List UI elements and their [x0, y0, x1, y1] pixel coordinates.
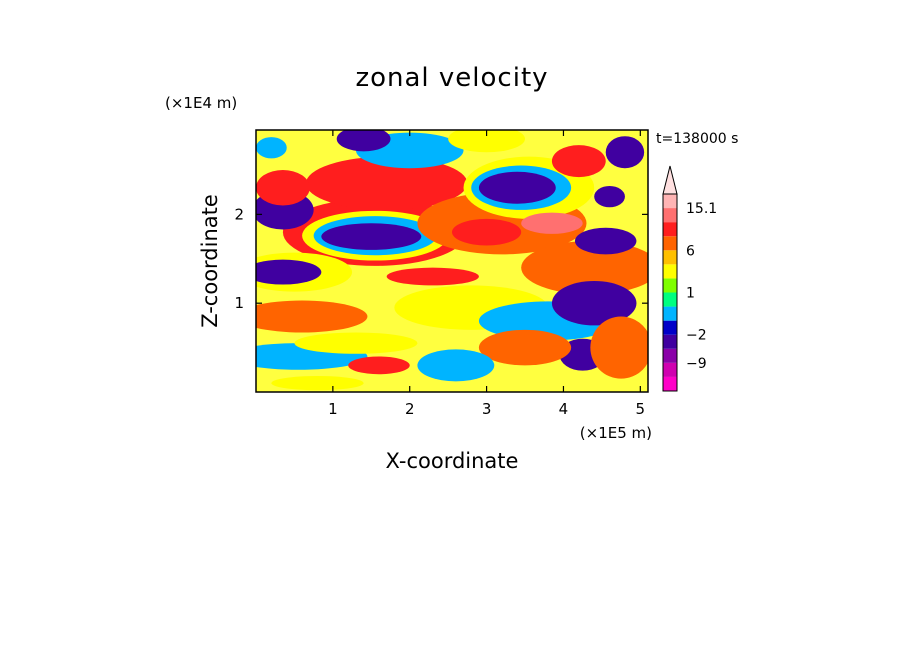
- colorbar-segment: [663, 250, 677, 265]
- contour-region-3: [321, 223, 422, 250]
- chart-title: zonal velocity: [355, 63, 548, 93]
- y-unit-label: (×1E4 m): [165, 94, 237, 112]
- contour-region-17: [478, 171, 556, 204]
- colorbar-segment: [663, 376, 677, 391]
- colorbar-frame: [662, 193, 678, 392]
- contour-region-29: [594, 185, 625, 208]
- x-tick-label: 2: [405, 400, 415, 418]
- colorbar-segment: [663, 306, 677, 321]
- colorbar-segment: [663, 362, 677, 377]
- contour-region-36: [417, 349, 495, 382]
- colorbar: 15.1 6 1 −2 −9: [662, 165, 717, 392]
- contour-region-4: [305, 156, 468, 210]
- colorbar-segment: [663, 278, 677, 293]
- colorbar-label: −2: [686, 328, 707, 344]
- x-axis-title: X-coordinate: [386, 449, 519, 473]
- colorbar-label: 6: [686, 243, 695, 259]
- colorbar-label: −9: [686, 356, 707, 372]
- colorbar-segment: [663, 320, 677, 335]
- contour-field: [256, 130, 648, 392]
- x-unit-label: (×1E5 m): [580, 424, 652, 442]
- contour-region-34: [271, 376, 364, 391]
- contour-region-31: [256, 137, 287, 159]
- colorbar-segment: [663, 236, 677, 251]
- x-axis-ticks: 1 2 3 4 5: [328, 130, 645, 418]
- x-tick-label: 4: [559, 400, 569, 418]
- colorbar-segment: [663, 208, 677, 223]
- colorbar-extend-arrow: [662, 165, 678, 195]
- contour-region-33: [348, 356, 410, 375]
- x-tick-label: 3: [482, 400, 492, 418]
- contour-region-18: [452, 218, 522, 246]
- y-axis-title: Z-coordinate: [198, 194, 222, 328]
- x-tick-label: 5: [636, 400, 646, 418]
- contour-region-21: [574, 227, 637, 255]
- contour-region-20: [521, 241, 648, 295]
- contour-region-24: [590, 316, 648, 379]
- contour-region-22: [551, 280, 637, 326]
- colorbar-segment: [663, 334, 677, 349]
- colorbar-label: 15.1: [686, 201, 717, 217]
- contour-region-19: [521, 212, 583, 234]
- colorbar-segment: [663, 348, 677, 363]
- contour-region-27: [448, 130, 526, 153]
- y-tick-label: 2: [234, 205, 244, 223]
- contour-region-32: [386, 267, 479, 286]
- contour-region-28: [551, 145, 606, 178]
- contour-region-9: [256, 300, 368, 333]
- y-tick-label: 1: [234, 294, 244, 312]
- contour-region-26: [336, 130, 391, 152]
- contour-region-35: [478, 329, 572, 366]
- contour-region-8: [256, 259, 322, 285]
- time-label: t=138000 s: [656, 131, 738, 147]
- colorbar-segment: [663, 194, 677, 209]
- colorbar-segment: [663, 292, 677, 307]
- colorbar-label: 1: [686, 286, 695, 302]
- y-axis-ticks: 12: [234, 205, 648, 312]
- colorbar-segment: [663, 222, 677, 237]
- contour-region-30: [605, 136, 645, 169]
- x-tick-label: 1: [328, 400, 338, 418]
- colorbar-segment: [663, 264, 677, 279]
- plot-frame: [255, 129, 649, 393]
- contour-region-6: [256, 169, 310, 206]
- contour-region-11: [294, 332, 418, 354]
